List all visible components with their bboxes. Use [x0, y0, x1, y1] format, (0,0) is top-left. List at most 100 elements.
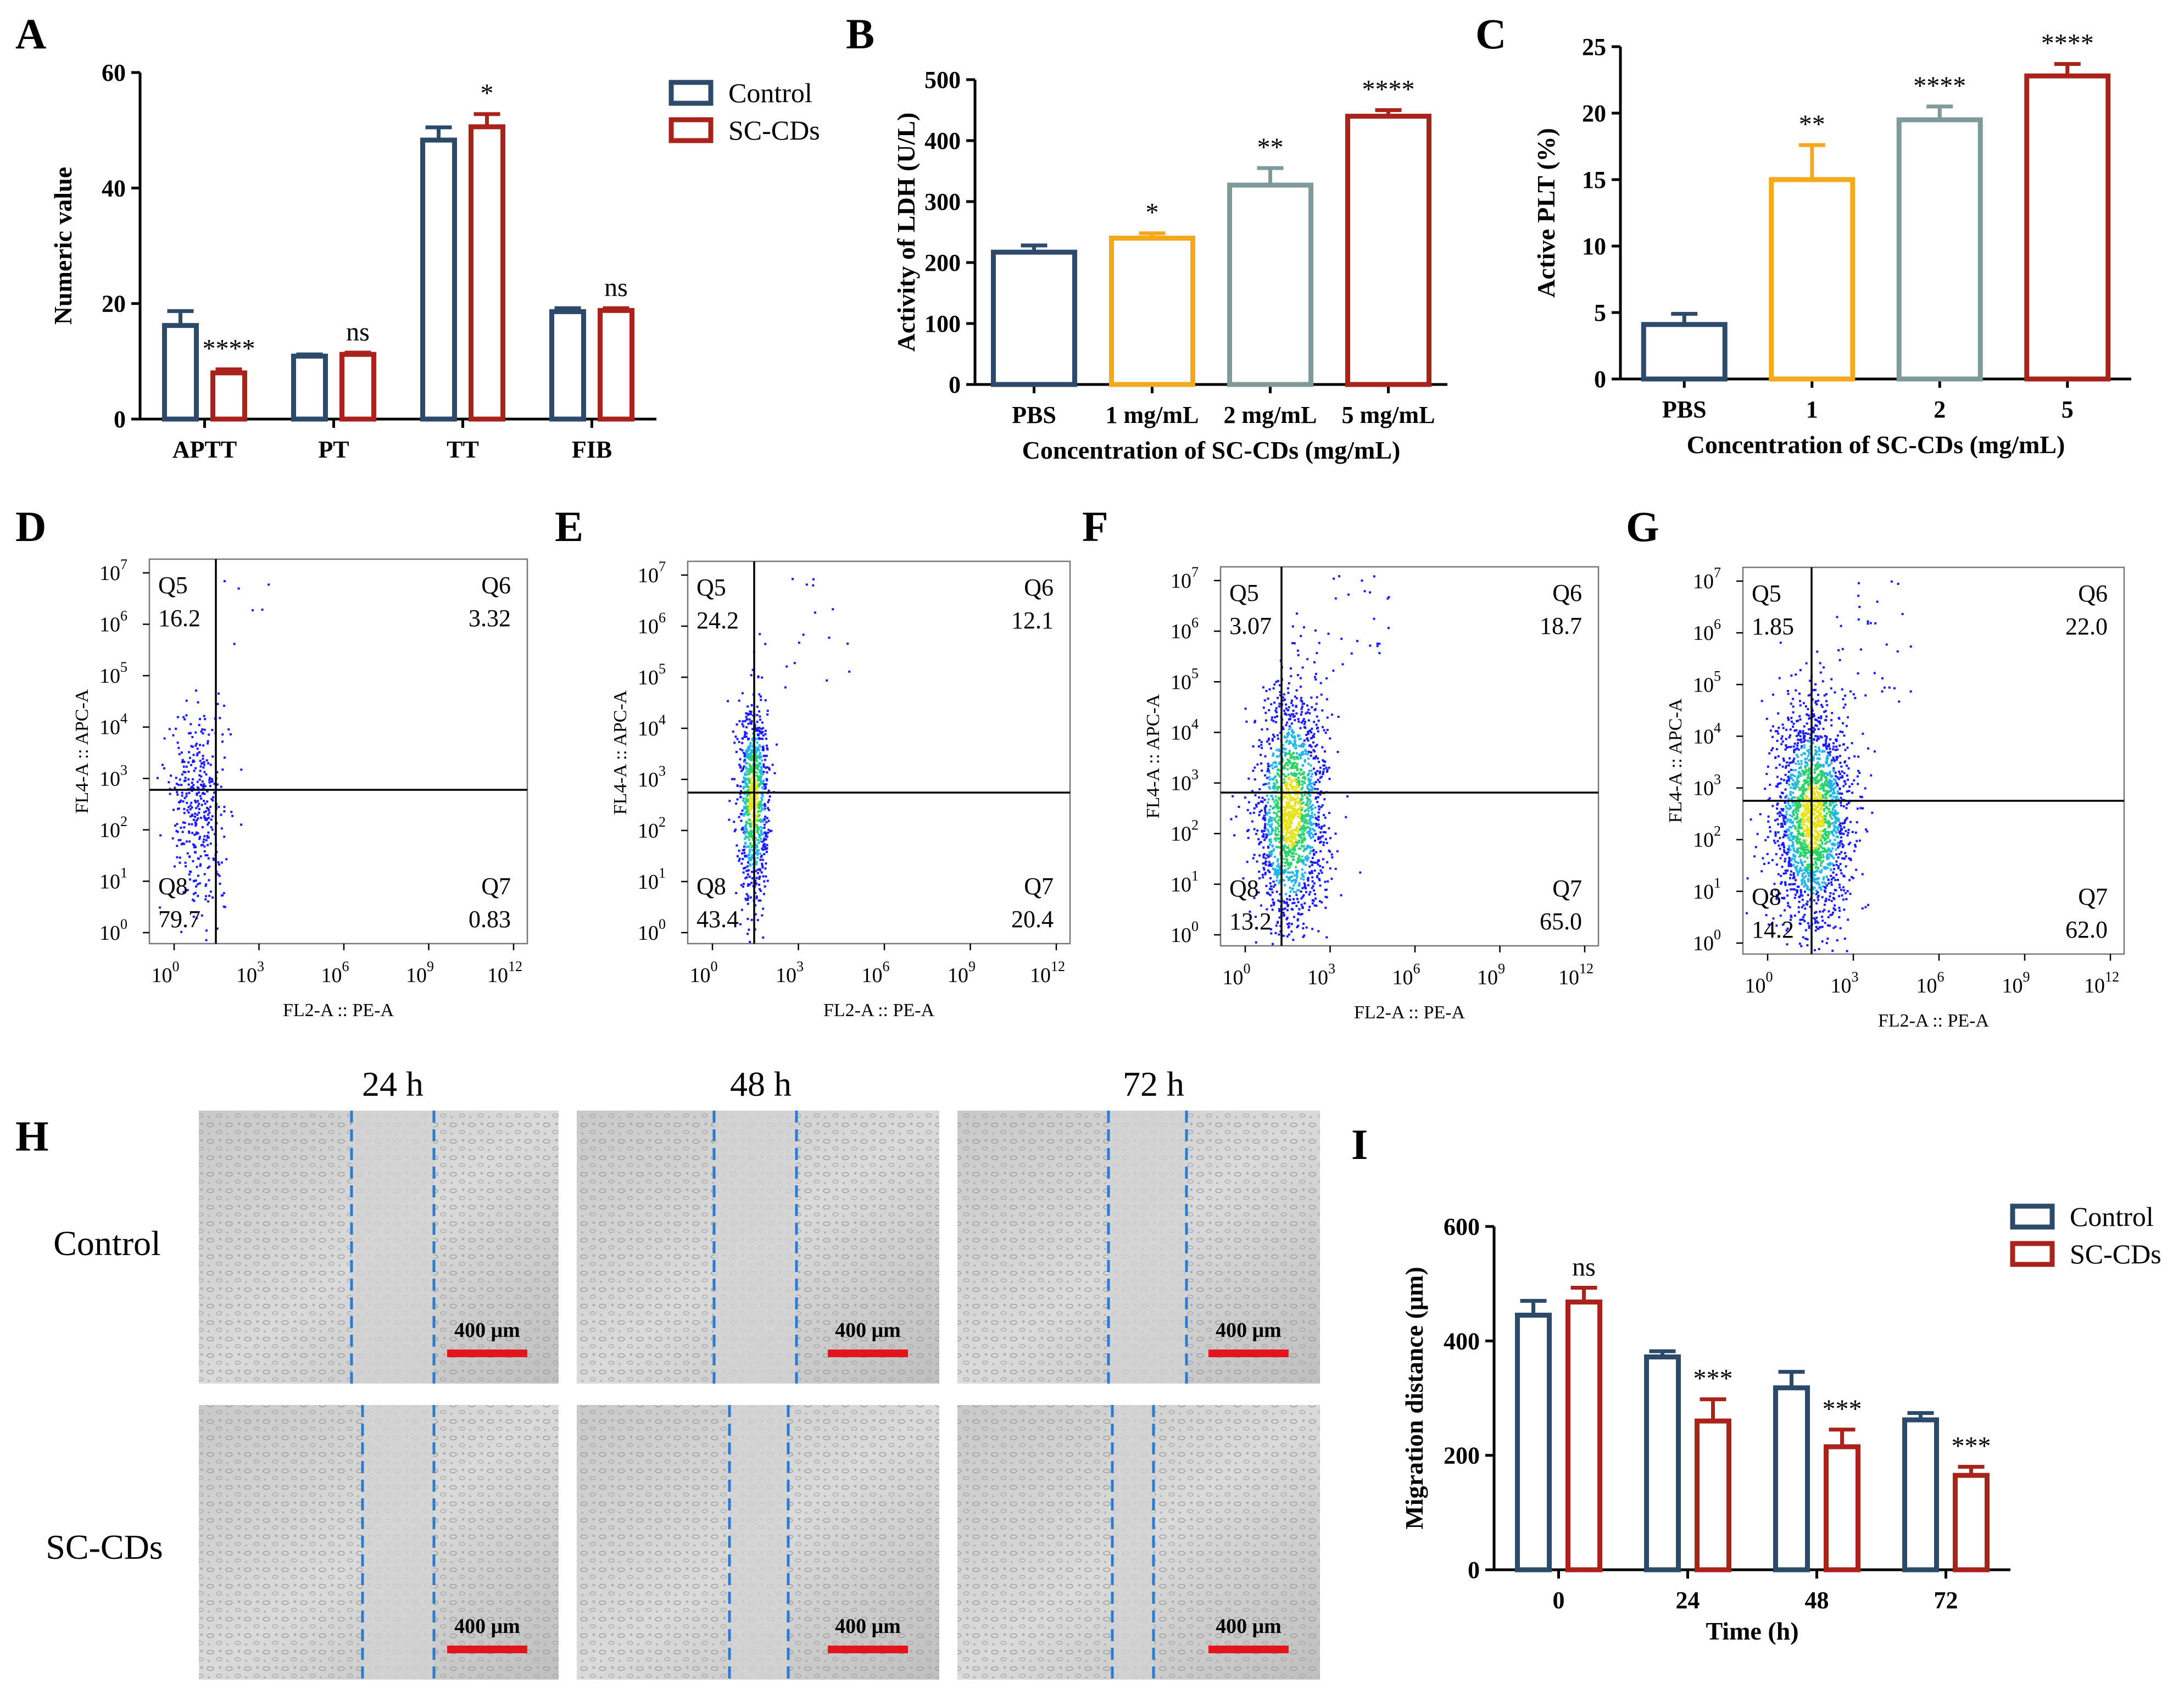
event-dot	[1272, 785, 1275, 788]
event-dot	[1295, 866, 1297, 868]
event-dot	[1322, 764, 1325, 767]
event-dot	[1292, 767, 1295, 770]
event-dot	[1820, 704, 1823, 706]
event-dot	[764, 699, 767, 702]
event-dot	[1286, 917, 1289, 919]
event-dot	[1272, 848, 1275, 851]
bar	[1953, 1473, 1990, 1573]
event-dot	[1753, 855, 1756, 858]
y-tick-label: 40	[102, 175, 126, 202]
event-dot	[744, 792, 746, 795]
event-dot	[771, 763, 774, 766]
event-dot	[1297, 718, 1300, 721]
event-dot	[1269, 833, 1272, 836]
event-dot	[743, 765, 745, 768]
event-dot	[763, 880, 766, 883]
event-dot	[1304, 856, 1307, 859]
event-dot	[1841, 843, 1843, 845]
event-dot	[798, 642, 800, 644]
event-dot	[1293, 874, 1296, 877]
event-dot	[746, 810, 749, 812]
event-dot	[1801, 847, 1803, 850]
event-dot	[1291, 871, 1294, 874]
event-dot	[1311, 857, 1314, 860]
event-dot	[1272, 828, 1274, 830]
event-dot	[1311, 788, 1314, 791]
event-dot	[1803, 913, 1806, 916]
event-dot	[1897, 582, 1899, 585]
quadrant-value-q5: 3.07	[1229, 612, 1272, 639]
x-tick-label: PT	[318, 436, 349, 463]
event-dot	[745, 855, 748, 857]
event-dot	[1799, 853, 1802, 856]
event-dot	[201, 762, 204, 765]
event-dot	[1298, 781, 1301, 784]
event-dot	[1798, 840, 1801, 843]
event-dot	[1833, 760, 1836, 762]
event-dot	[1295, 780, 1298, 783]
event-dot	[1270, 850, 1273, 853]
event-dot	[1363, 590, 1366, 593]
event-dot	[195, 917, 198, 919]
event-dot	[1298, 882, 1301, 885]
event-dot	[1784, 869, 1787, 872]
event-dot	[747, 747, 750, 750]
event-dot	[1297, 654, 1300, 656]
event-dot	[1817, 818, 1820, 821]
event-dot	[1274, 786, 1277, 789]
event-dot	[1814, 867, 1817, 869]
event-dot	[1787, 848, 1790, 851]
event-dot	[1824, 922, 1826, 924]
event-dot	[1322, 866, 1324, 869]
event-dot	[1271, 823, 1273, 826]
event-dot	[1821, 940, 1824, 943]
event-dot	[1313, 750, 1316, 752]
event-dot	[1834, 780, 1837, 783]
x-axis-title: Time (h)	[1706, 1617, 1798, 1645]
event-dot	[1827, 847, 1830, 850]
event-dot	[1841, 775, 1843, 778]
event-dot	[1867, 620, 1869, 623]
event-dot	[1313, 813, 1316, 816]
event-dot	[748, 883, 751, 886]
event-dot	[1819, 722, 1821, 725]
event-dot	[751, 839, 754, 841]
legend-label: SC-CDs	[2070, 1239, 2161, 1269]
event-dot	[1316, 801, 1319, 804]
event-dot	[1303, 902, 1306, 905]
event-dot	[1291, 844, 1294, 846]
event-dot	[759, 715, 761, 718]
event-dot	[1790, 888, 1792, 891]
event-dot	[1286, 935, 1289, 938]
event-dot	[1298, 809, 1301, 811]
event-dot	[1825, 815, 1828, 817]
event-dot	[1777, 831, 1780, 834]
event-dot	[1287, 731, 1290, 734]
event-dot	[739, 758, 742, 761]
event-dot	[1787, 834, 1790, 837]
event-dot	[1746, 912, 1748, 915]
event-dot	[755, 877, 758, 879]
event-dot	[1830, 724, 1833, 727]
event-dot	[1812, 731, 1815, 734]
event-dot	[1782, 844, 1785, 847]
event-dot	[1817, 866, 1820, 869]
event-dot	[1804, 854, 1807, 857]
event-dot	[1795, 867, 1798, 869]
event-dot	[1809, 733, 1812, 736]
event-dot	[1849, 690, 1852, 693]
event-dot	[751, 871, 754, 873]
event-dot	[1322, 771, 1325, 773]
event-dot	[738, 699, 740, 702]
event-dot	[1274, 868, 1277, 871]
event-dot	[1291, 818, 1294, 821]
event-dot	[743, 752, 745, 755]
event-dot	[748, 757, 751, 760]
event-dot	[1272, 786, 1274, 789]
event-dot	[1283, 818, 1286, 821]
event-dot	[1270, 928, 1273, 930]
event-dot	[1283, 816, 1286, 818]
event-dot	[1311, 886, 1313, 889]
event-dot	[743, 806, 746, 809]
